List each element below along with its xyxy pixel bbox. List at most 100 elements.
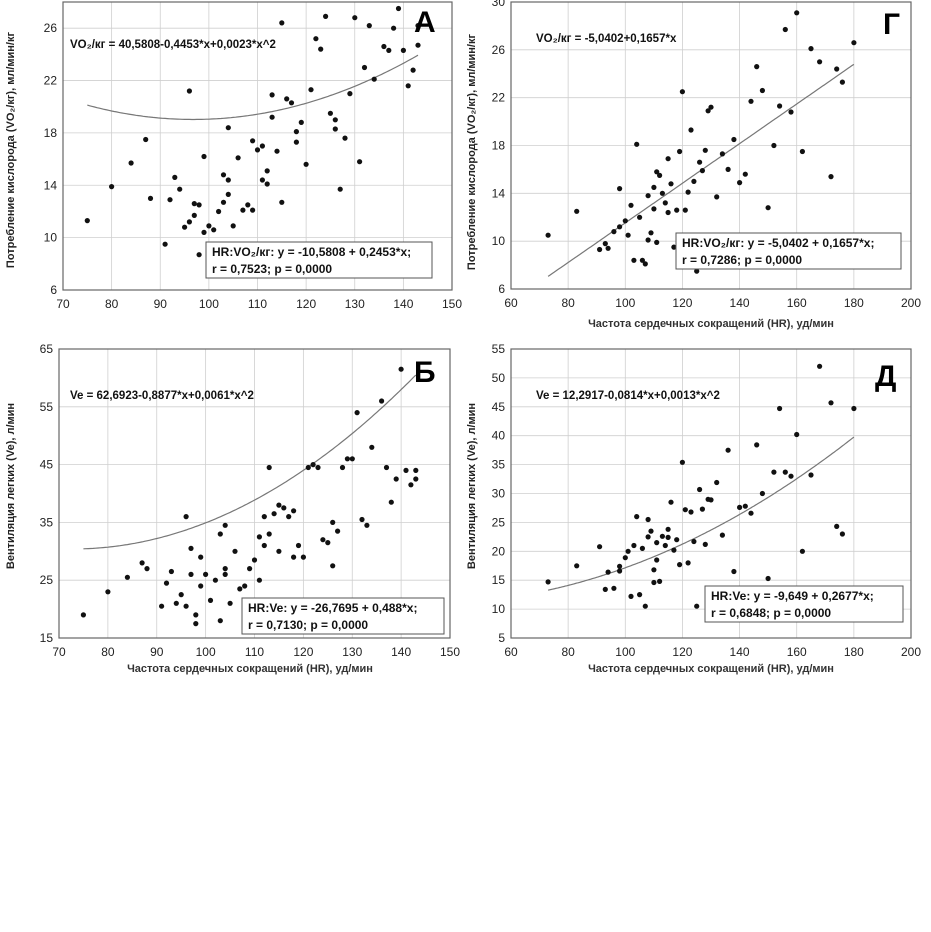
data-point <box>391 25 397 31</box>
data-point <box>413 467 419 473</box>
data-point <box>232 548 238 554</box>
x-tick-label: 140 <box>730 296 750 310</box>
data-point <box>143 136 149 143</box>
data-point <box>196 202 202 208</box>
data-point <box>245 202 251 208</box>
data-point <box>359 516 365 523</box>
data-point <box>235 155 241 161</box>
data-point <box>342 135 348 141</box>
data-point <box>144 566 150 572</box>
data-point <box>748 510 754 516</box>
data-point <box>597 544 603 550</box>
y-tick-label: 55 <box>40 400 54 414</box>
data-point <box>247 566 253 572</box>
x-tick-label: 120 <box>672 645 692 659</box>
data-point <box>719 151 725 157</box>
data-point <box>318 46 324 52</box>
data-point <box>225 125 231 131</box>
data-point <box>628 202 634 208</box>
data-point <box>674 207 680 213</box>
data-point <box>691 178 697 184</box>
data-point <box>699 506 705 512</box>
data-point <box>395 5 402 12</box>
plot-frame <box>510 1 912 290</box>
data-point <box>354 410 360 416</box>
data-point <box>631 257 637 263</box>
data-point <box>308 87 314 93</box>
data-point <box>250 207 256 213</box>
data-point <box>227 600 233 606</box>
data-point <box>286 514 292 520</box>
y-tick-label: 14 <box>44 178 58 192</box>
data-point <box>415 23 421 29</box>
data-point <box>327 110 333 116</box>
data-point <box>639 257 645 263</box>
data-point <box>648 230 654 236</box>
data-point <box>697 486 703 493</box>
y-tick-label: 14 <box>492 186 506 200</box>
data-point <box>364 522 370 528</box>
data-point <box>679 459 685 465</box>
y-tick-label: 45 <box>40 458 54 472</box>
panel-letter: Г <box>883 8 900 41</box>
data-point <box>168 568 174 575</box>
x-tick-label: 90 <box>154 297 168 311</box>
data-point <box>777 405 783 412</box>
data-point <box>256 534 262 540</box>
x-tick-label: 150 <box>440 645 460 659</box>
data-point <box>737 504 743 510</box>
data-point <box>369 444 375 450</box>
data-point <box>685 560 691 566</box>
data-point <box>381 43 387 50</box>
x-tick-label: 60 <box>504 645 518 659</box>
stat-line-2: r = 0,7286; p = 0,0000 <box>682 253 802 267</box>
data-point <box>602 241 608 247</box>
data-point <box>388 499 394 505</box>
data-point <box>379 398 385 404</box>
plot-area: 70 80 90 100 110 120 130 140 150 6 10 14 18 22 26 <box>44 1 462 311</box>
data-point <box>361 64 368 71</box>
data-point <box>182 224 188 230</box>
y-tick-label: 30 <box>492 487 506 501</box>
data-point <box>759 87 765 94</box>
data-point <box>642 603 648 609</box>
data-point <box>105 589 111 595</box>
data-point <box>674 537 680 543</box>
data-point <box>183 514 189 520</box>
x-tick-label: 100 <box>196 645 216 659</box>
x-tick-label: 140 <box>730 645 750 659</box>
x-tick-label: 140 <box>391 645 411 659</box>
data-point <box>217 618 223 624</box>
x-tick-label: 180 <box>844 645 864 659</box>
data-point <box>335 528 341 534</box>
data-point <box>605 245 611 251</box>
data-point <box>839 79 845 85</box>
data-point <box>731 136 737 143</box>
data-point <box>662 200 668 206</box>
data-point <box>737 180 743 186</box>
data-point <box>645 237 651 243</box>
data-point <box>688 509 694 515</box>
data-point <box>788 473 794 479</box>
stat-line-2: r = 0,7130; p = 0,0000 <box>248 618 368 632</box>
data-point <box>637 214 643 220</box>
data-point <box>665 209 671 216</box>
data-point <box>413 476 419 482</box>
data-point <box>284 96 290 102</box>
data-point <box>677 562 683 568</box>
data-point <box>665 526 671 532</box>
y-tick-label: 15 <box>40 631 54 645</box>
data-point <box>765 205 771 211</box>
data-point <box>634 141 640 147</box>
data-point <box>225 191 231 197</box>
data-point <box>349 456 355 462</box>
data-point <box>217 531 223 537</box>
data-point <box>198 583 204 589</box>
data-point <box>279 20 285 26</box>
data-point <box>188 571 194 577</box>
data-point <box>808 46 814 52</box>
data-point <box>828 400 834 406</box>
data-point <box>254 147 261 153</box>
data-point <box>344 456 350 462</box>
x-tick-label: 100 <box>615 645 635 659</box>
